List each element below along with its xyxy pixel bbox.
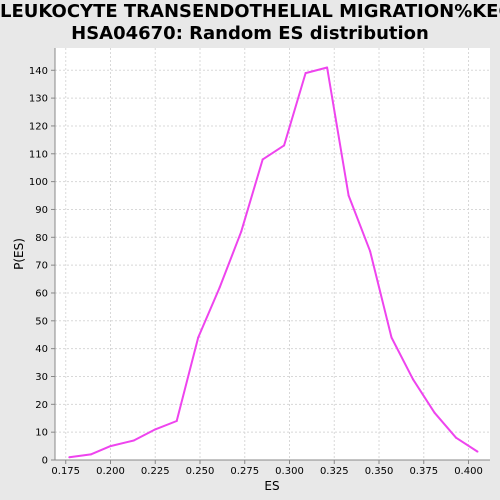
y-tick-label: 60 bbox=[35, 288, 48, 299]
y-tick-label: 120 bbox=[29, 121, 48, 132]
data-point bbox=[218, 286, 221, 289]
y-tick-label: 90 bbox=[35, 205, 48, 216]
y-tick-label: 0 bbox=[42, 456, 48, 467]
x-tick-label: 0.225 bbox=[141, 466, 170, 477]
data-point bbox=[283, 144, 286, 147]
x-tick-label: 0.175 bbox=[51, 466, 80, 477]
series-group bbox=[68, 66, 479, 459]
x-tick-label: 0.400 bbox=[454, 466, 483, 477]
y-tick-label: 70 bbox=[35, 261, 48, 272]
y-tick-label: 130 bbox=[29, 94, 48, 105]
data-point bbox=[132, 439, 135, 442]
series-line bbox=[69, 66, 479, 459]
chart-title-line-1: LEUKOCYTE TRANSENDOTHELIAL MIGRATION%KEG… bbox=[0, 1, 500, 22]
x-tick-label: 0.375 bbox=[409, 466, 438, 477]
data-point bbox=[240, 230, 243, 233]
x-tick-label: 0.250 bbox=[186, 466, 215, 477]
data-point bbox=[109, 445, 112, 448]
y-tick-label: 40 bbox=[35, 344, 48, 355]
data-point bbox=[89, 453, 92, 456]
y-tick-label: 20 bbox=[35, 400, 48, 411]
y-tick-label: 30 bbox=[35, 372, 48, 383]
y-tick-label: 10 bbox=[35, 428, 48, 439]
data-point bbox=[433, 411, 436, 414]
data-point bbox=[390, 336, 393, 339]
data-point bbox=[68, 456, 71, 459]
data-point bbox=[154, 428, 157, 431]
data-point bbox=[412, 378, 415, 381]
x-tick-label: 0.300 bbox=[275, 466, 304, 477]
y-ticks: 0 10 20 30 40 50 60 70 80 90 100 110 120 130 140 bbox=[29, 66, 55, 467]
x-tick-label: 0.275 bbox=[230, 466, 259, 477]
data-point bbox=[476, 450, 479, 453]
data-point bbox=[261, 158, 264, 161]
x-tick-label: 0.325 bbox=[320, 466, 349, 477]
data-point bbox=[175, 420, 178, 423]
data-point bbox=[304, 72, 307, 75]
y-tick-label: 110 bbox=[29, 149, 48, 160]
grid bbox=[55, 48, 490, 461]
data-point bbox=[326, 66, 329, 69]
y-tick-label: 140 bbox=[29, 66, 48, 77]
x-tick-label: 0.350 bbox=[365, 466, 394, 477]
plot-area bbox=[55, 48, 490, 460]
data-point bbox=[454, 436, 457, 439]
x-ticks: 0.175 0.200 0.225 0.250 0.275 0.300 0.325 0.350… bbox=[51, 460, 483, 477]
y-tick-label: 80 bbox=[35, 233, 48, 244]
y-axis-label: P(ES) bbox=[12, 238, 26, 270]
x-axis-label: ES bbox=[264, 479, 279, 493]
data-point bbox=[197, 336, 200, 339]
data-point bbox=[369, 250, 372, 253]
y-tick-label: 100 bbox=[29, 177, 48, 188]
y-tick-label: 50 bbox=[35, 316, 48, 327]
x-tick-label: 0.200 bbox=[96, 466, 125, 477]
chart-title-line-2: HSA04670: Random ES distribution bbox=[71, 23, 429, 44]
data-point bbox=[347, 194, 350, 197]
